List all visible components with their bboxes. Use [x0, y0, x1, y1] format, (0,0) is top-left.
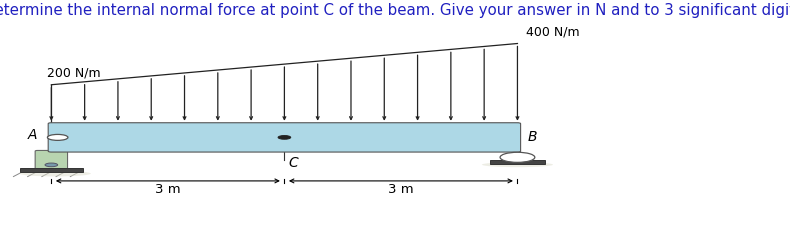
Ellipse shape [482, 162, 553, 167]
FancyBboxPatch shape [48, 123, 521, 152]
Circle shape [47, 134, 68, 140]
Bar [490, 160, 545, 164]
Text: A: A [28, 128, 37, 142]
Ellipse shape [20, 171, 91, 176]
Text: 3 m: 3 m [388, 183, 414, 196]
Circle shape [500, 152, 535, 162]
Bar [20, 168, 83, 172]
Text: 200 N/m: 200 N/m [47, 66, 101, 79]
Circle shape [45, 163, 58, 167]
Text: Determine the internal normal force at point C of the beam. Give your answer in : Determine the internal normal force at p… [0, 3, 790, 19]
Text: C: C [288, 156, 298, 170]
FancyBboxPatch shape [36, 150, 67, 169]
Text: 400 N/m: 400 N/m [526, 26, 580, 39]
Text: 3 m: 3 m [155, 183, 181, 196]
Circle shape [278, 136, 291, 139]
Text: B: B [528, 130, 537, 144]
